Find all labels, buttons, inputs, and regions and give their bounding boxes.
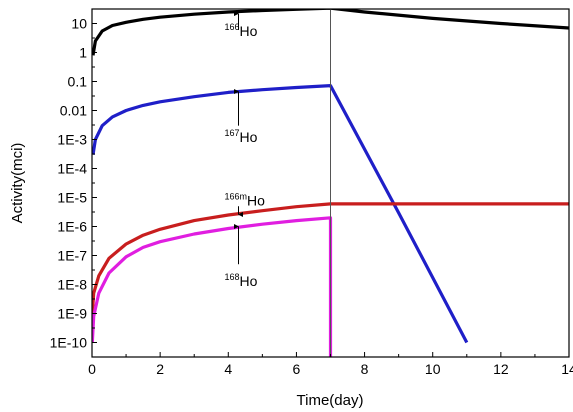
annotation-element: Ho xyxy=(240,129,258,145)
series-layer xyxy=(92,9,569,357)
y-tick-label: 0.1 xyxy=(68,74,88,90)
annotation-element: Ho xyxy=(247,192,265,208)
y-axis-label: Activity(mci) xyxy=(9,143,26,224)
y-tick-label: 0.01 xyxy=(60,103,87,119)
annotation-element: Ho xyxy=(240,23,258,39)
annotation-label: 166mHo xyxy=(225,191,266,208)
x-axis: 0 2 4 6 8 10 12 14 xyxy=(88,352,573,377)
y-tick-label: 1E-10 xyxy=(50,335,88,351)
y-tick-label: 1E-8 xyxy=(57,277,87,293)
series-line-2 xyxy=(92,202,569,314)
y-tick-label: 1E-9 xyxy=(57,306,87,322)
series-line-1 xyxy=(92,84,469,344)
y-tick-label: 1E-7 xyxy=(57,248,87,264)
annotation-mass-number: 166 xyxy=(225,22,240,32)
x-axis-label: Time(day) xyxy=(297,392,364,409)
y-axis: 10 1 0.1 0.01 1E-3 1E-4 1E-5 1E-6 1E-7 1E-8 1E-9 1E… xyxy=(50,8,97,351)
x-tick-label: 8 xyxy=(361,361,369,377)
annotation-mass-number: 166m xyxy=(225,191,248,201)
y-tick-label: 1E-6 xyxy=(57,219,87,235)
annotation-label: 166Ho xyxy=(225,22,258,39)
x-tick-label: 6 xyxy=(293,361,301,377)
y-tick-label: 1E-4 xyxy=(57,161,87,177)
x-tick-label: 4 xyxy=(224,361,232,377)
x-tick-label: 0 xyxy=(88,361,96,377)
series-line-3 xyxy=(92,216,333,357)
annotation-mass-number: 167 xyxy=(225,128,240,138)
annotation-element: Ho xyxy=(240,273,258,289)
series-line-0 xyxy=(92,9,569,56)
x-tick-label: 12 xyxy=(493,361,509,377)
annotation-label: 168Ho xyxy=(225,272,258,289)
y-tick-label: 1 xyxy=(79,45,87,61)
y-tick-label: 1E-3 xyxy=(57,132,87,148)
x-tick-label: 14 xyxy=(561,361,573,377)
x-tick-label: 10 xyxy=(425,361,441,377)
x-tick-label: 2 xyxy=(156,361,164,377)
y-tick-label: 10 xyxy=(71,16,87,32)
annotation-mass-number: 168 xyxy=(225,272,240,282)
y-tick-label: 1E-5 xyxy=(57,190,87,206)
annotation-label: 167Ho xyxy=(225,128,258,145)
